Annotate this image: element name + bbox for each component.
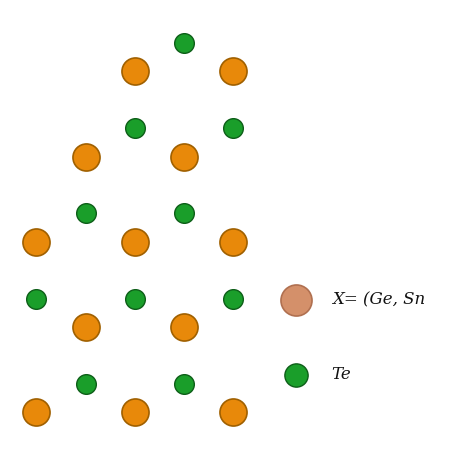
- Point: [33, 295, 40, 302]
- Point: [229, 295, 237, 302]
- Point: [180, 210, 188, 217]
- Text: X= (Ge, Sn: X= (Ge, Sn: [332, 292, 425, 308]
- Point: [82, 323, 90, 331]
- Point: [33, 238, 40, 246]
- Point: [229, 409, 237, 416]
- Point: [82, 153, 90, 160]
- Point: [82, 210, 90, 217]
- Point: [229, 67, 237, 75]
- Text: Te: Te: [332, 366, 351, 383]
- Point: [131, 409, 138, 416]
- Point: [131, 67, 138, 75]
- Point: [229, 124, 237, 132]
- Point: [180, 153, 188, 160]
- Point: [292, 371, 300, 379]
- Point: [180, 323, 188, 331]
- Point: [180, 380, 188, 388]
- Point: [131, 124, 138, 132]
- Point: [131, 238, 138, 246]
- Point: [229, 238, 237, 246]
- Point: [292, 296, 300, 304]
- Point: [82, 380, 90, 388]
- Point: [180, 39, 188, 46]
- Point: [131, 295, 138, 302]
- Point: [33, 409, 40, 416]
